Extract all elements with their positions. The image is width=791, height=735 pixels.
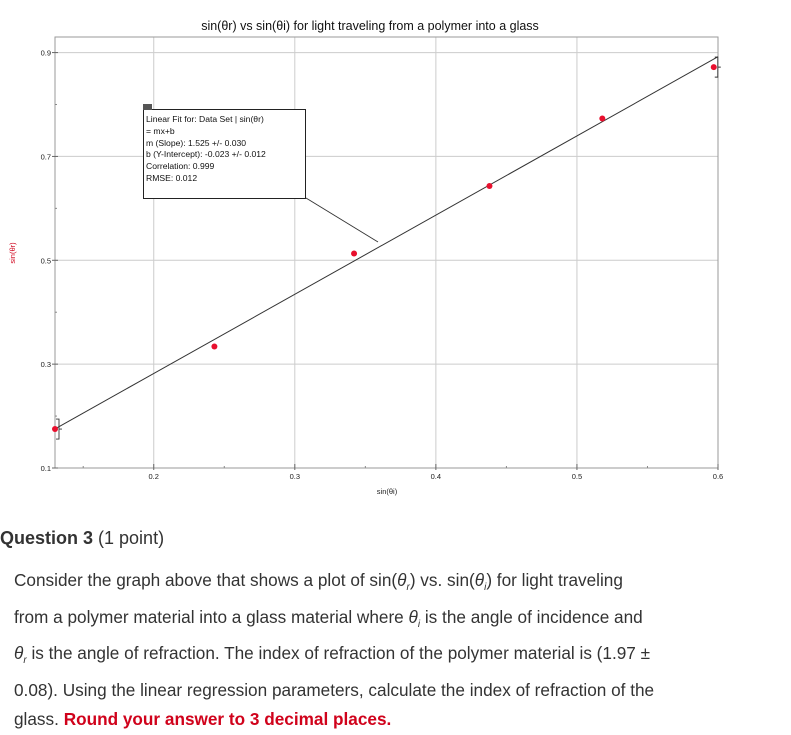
linear-fit-box[interactable]: Linear Fit for: Data Set | sin(θr) = mx+…	[143, 104, 306, 199]
fit-line	[54, 56, 719, 430]
drag-handle-icon[interactable]	[143, 104, 152, 110]
error-bar	[56, 418, 62, 440]
fit-line-3: m (Slope): 1.525 +/- 0.030	[146, 137, 247, 148]
fit-line-4: b (Y-Intercept): -0.023 +/- 0.012	[146, 149, 266, 160]
fit-line-5: Correlation: 0.999	[146, 161, 215, 172]
x-axis-label: sin(θi)	[377, 487, 398, 496]
y-tick-label: 0.3	[41, 360, 51, 369]
fit-line-1: Linear Fit for: Data Set | sin(θr)	[146, 114, 264, 124]
data-point[interactable]	[710, 64, 717, 71]
y-tick-label: 0.5	[41, 256, 51, 265]
y-tick-label: 0.9	[41, 49, 51, 58]
chart: sin(θr) vs sin(θi) for light traveling f…	[8, 19, 723, 496]
chart-title: sin(θr) vs sin(θi) for light traveling f…	[201, 19, 539, 33]
question-line-5: glass. Round your answer to 3 decimal pl…	[14, 709, 392, 729]
x-tick-label: 0.2	[149, 472, 159, 481]
x-tick-label: 0.5	[572, 472, 582, 481]
data-point[interactable]	[52, 426, 58, 433]
data-point[interactable]	[599, 115, 606, 122]
question-line-3: θr is the angle of refraction. The index…	[14, 643, 651, 666]
plot-frame	[54, 36, 719, 469]
y-axis: 0.1 0.3 0.5 0.7 0.9	[41, 49, 58, 473]
x-tick-label: 0.6	[713, 472, 723, 481]
data-point[interactable]	[211, 343, 218, 350]
error-bars	[56, 56, 721, 440]
fit-line-6: RMSE: 0.012	[146, 172, 198, 183]
fit-label-leader	[305, 197, 379, 243]
x-tick-label: 0.4	[431, 472, 441, 481]
question-line-4: 0.08). Using the linear regression param…	[14, 679, 655, 700]
y-tick-label: 0.7	[41, 152, 51, 161]
y-axis-label: sin(θr)	[8, 242, 17, 264]
rounding-instruction: Round your answer to 3 decimal places.	[63, 709, 392, 729]
question-title: Question 3	[0, 528, 94, 548]
x-tick-label: 0.3	[290, 472, 300, 481]
question-text: Consider the graph above that shows a pl…	[14, 566, 784, 735]
x-axis: 0.2 0.3 0.4 0.5 0.6	[82, 464, 723, 481]
question-line-2: from a polymer material into a glass mat…	[14, 606, 643, 630]
fit-line-2: = mx+b	[146, 125, 175, 136]
question-heading: Question 3 (1 point)	[0, 528, 164, 549]
question-points: (1 point)	[98, 528, 165, 548]
grid	[55, 37, 719, 469]
question-line-1: Consider the graph above that shows a pl…	[14, 570, 623, 593]
data-point[interactable]	[486, 183, 493, 190]
data-points	[52, 64, 717, 433]
y-tick-label: 0.1	[41, 464, 51, 473]
data-point[interactable]	[351, 250, 358, 257]
error-bar	[714, 56, 721, 78]
